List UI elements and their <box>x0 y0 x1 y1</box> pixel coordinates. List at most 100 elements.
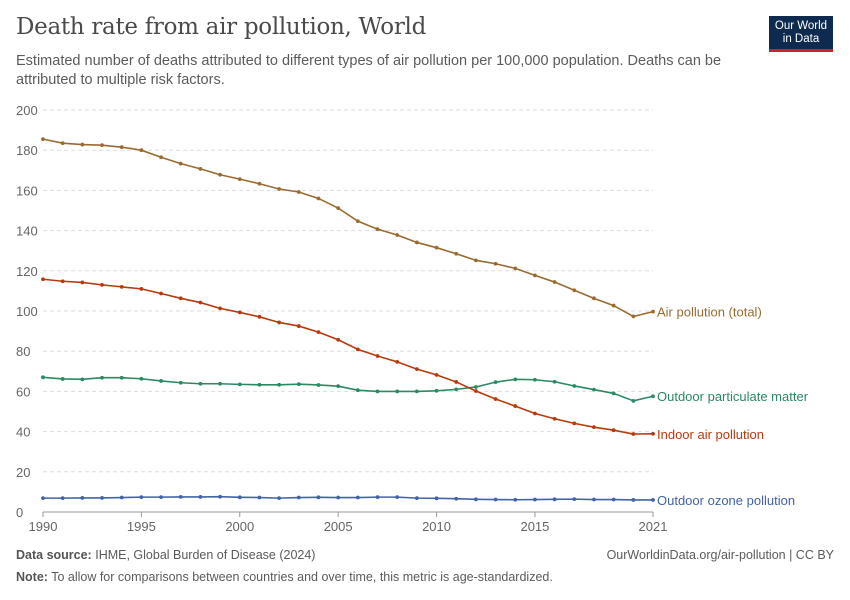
data-point <box>139 495 144 500</box>
y-tick-label: 20 <box>16 465 30 480</box>
data-point <box>237 495 242 500</box>
data-point <box>434 388 439 393</box>
footnote: Note: To allow for comparisons between c… <box>16 570 553 584</box>
chart-title: Death rate from air pollution, World <box>16 14 427 40</box>
source-text[interactable]: IHME, Global Burden of Disease (2024) <box>95 548 316 562</box>
y-tick-label: 200 <box>16 103 38 118</box>
data-point <box>631 498 636 502</box>
series-line <box>42 278 654 435</box>
data-point <box>41 496 45 501</box>
data-point <box>434 496 439 501</box>
data-point <box>80 142 85 147</box>
data-point <box>651 394 655 399</box>
data-point <box>198 166 203 171</box>
data-point <box>296 190 301 194</box>
data-point <box>651 431 655 436</box>
chart-subtitle: Estimated number of deaths attributed to… <box>16 53 722 88</box>
data-point <box>336 206 341 210</box>
data-point <box>414 496 419 501</box>
x-tick-label: 2005 <box>324 519 353 534</box>
data-point <box>375 227 380 232</box>
data-point <box>60 377 65 381</box>
data-point <box>533 411 537 416</box>
data-point <box>395 233 400 237</box>
data-point <box>237 310 242 315</box>
data-point <box>572 497 577 502</box>
source-url[interactable]: OurWorldinData.org/air-pollution | CC BY <box>606 548 834 562</box>
data-point <box>198 381 203 386</box>
owid-logo[interactable]: Our World in Data <box>769 16 833 52</box>
data-point <box>592 425 596 430</box>
data-point <box>611 428 616 433</box>
data-point <box>592 387 596 392</box>
data-point <box>100 282 104 287</box>
data-point <box>533 273 537 278</box>
data-point <box>474 389 478 393</box>
data-point <box>277 382 282 387</box>
data-point <box>237 177 242 182</box>
data-point <box>41 137 45 142</box>
data-point <box>336 384 341 389</box>
data-point <box>41 375 45 380</box>
data-point <box>355 495 360 500</box>
y-tick-label: 120 <box>16 264 38 279</box>
data-point <box>336 337 341 342</box>
data-point <box>178 495 183 499</box>
data-point <box>277 496 282 501</box>
data-point <box>198 300 203 305</box>
data-point <box>572 288 577 293</box>
data-point <box>552 379 557 384</box>
data-point <box>395 495 400 500</box>
data-point <box>100 496 104 500</box>
x-tick-label: 2010 <box>422 519 451 534</box>
data-point <box>119 145 124 150</box>
data-point <box>631 432 636 436</box>
data-point <box>257 495 262 500</box>
data-point <box>513 377 518 382</box>
data-point <box>60 496 65 501</box>
data-point <box>474 385 478 389</box>
data-point <box>651 309 655 314</box>
y-tick-label: 100 <box>16 304 38 319</box>
data-point <box>355 219 360 224</box>
data-point <box>139 148 144 153</box>
data-point <box>296 324 301 328</box>
data-point <box>493 261 498 266</box>
data-point <box>434 245 439 250</box>
data-point <box>513 404 518 408</box>
data-point <box>178 380 183 385</box>
data-point <box>454 251 459 256</box>
data-point <box>159 495 163 500</box>
data-point <box>611 303 616 308</box>
series-line <box>43 495 653 501</box>
data-point <box>100 375 104 380</box>
data-point <box>611 497 616 502</box>
series-line <box>42 376 654 402</box>
data-point <box>119 284 124 289</box>
data-point <box>592 497 596 502</box>
source-label: Data source: <box>16 548 92 562</box>
note-text: To allow for comparisons between countri… <box>51 570 553 584</box>
data-point <box>198 495 203 499</box>
data-point <box>159 155 163 160</box>
data-point <box>395 359 400 364</box>
data-point <box>296 495 301 500</box>
data-point <box>414 389 419 394</box>
y-tick-label: 40 <box>16 425 30 440</box>
data-point <box>533 497 537 502</box>
data-point <box>355 388 360 393</box>
data-point <box>493 380 498 385</box>
logo-line-2: in Data <box>782 33 820 45</box>
data-point <box>100 143 104 148</box>
data-point <box>533 377 537 382</box>
x-tick-label: 2015 <box>520 519 549 534</box>
y-tick-label: 0 <box>16 505 23 520</box>
data-point <box>454 387 459 392</box>
x-tick-label: 2000 <box>225 519 254 534</box>
data-point <box>414 367 419 371</box>
data-point <box>493 397 498 401</box>
data-point <box>395 389 400 394</box>
data-point <box>375 389 380 394</box>
data-point <box>375 354 380 358</box>
